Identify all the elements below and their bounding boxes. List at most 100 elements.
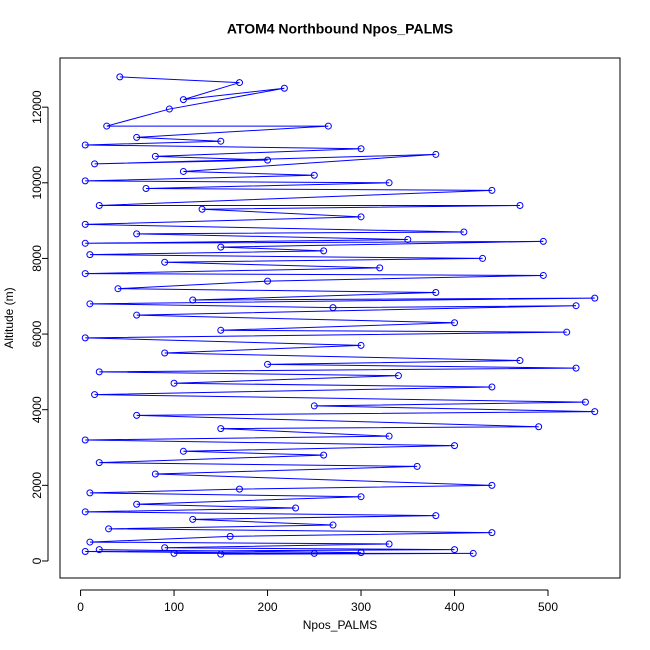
data-point xyxy=(488,529,496,537)
data-point xyxy=(563,328,571,336)
x-tick-label: 100 xyxy=(164,600,184,614)
data-point xyxy=(432,288,440,296)
data-point xyxy=(179,447,187,455)
data-point xyxy=(95,201,103,209)
data-point xyxy=(432,512,440,520)
data-point xyxy=(133,230,141,238)
data-point xyxy=(170,379,178,387)
data-point xyxy=(235,485,243,493)
data-point xyxy=(95,546,103,554)
data-point xyxy=(539,271,547,279)
data-point xyxy=(179,96,187,104)
data-point xyxy=(81,177,89,185)
data-point xyxy=(479,254,487,262)
data-point xyxy=(385,540,393,548)
data-point xyxy=(81,508,89,516)
x-tick-label: 400 xyxy=(445,600,465,614)
data-point xyxy=(385,179,393,187)
data-point xyxy=(404,236,412,244)
data-point xyxy=(91,391,99,399)
data-point xyxy=(320,451,328,459)
data-point xyxy=(217,425,225,433)
data-point xyxy=(264,156,272,164)
data-point xyxy=(572,364,580,372)
data-point xyxy=(460,228,468,236)
data-line xyxy=(85,76,595,555)
data-point xyxy=(161,258,169,266)
data-point xyxy=(591,408,599,416)
data-point xyxy=(310,171,318,179)
data-point xyxy=(329,521,337,529)
data-point xyxy=(280,84,288,92)
data-point xyxy=(451,546,459,554)
data-point xyxy=(357,549,365,557)
data-point xyxy=(114,285,122,293)
data-point xyxy=(81,270,89,278)
plot-frame xyxy=(59,57,621,579)
data-point xyxy=(516,357,524,365)
x-axis-label: Npos_PALMS xyxy=(303,618,377,632)
data-point xyxy=(329,304,337,312)
data-point xyxy=(189,515,197,523)
y-tick-label: 10000 xyxy=(30,166,44,200)
data-point xyxy=(142,184,150,192)
data-point xyxy=(488,481,496,489)
data-point xyxy=(310,402,318,410)
y-tick-label: 8000 xyxy=(30,245,44,272)
data-point xyxy=(91,160,99,168)
data-point xyxy=(217,550,225,558)
data-point xyxy=(324,122,332,130)
data-point xyxy=(264,360,272,368)
data-point xyxy=(95,459,103,467)
data-point xyxy=(516,201,524,209)
x-tick-label: 200 xyxy=(258,600,278,614)
data-point xyxy=(264,277,272,285)
x-tick-label: 0 xyxy=(77,600,84,614)
data-point xyxy=(357,341,365,349)
data-point xyxy=(116,73,124,81)
x-tick-label: 300 xyxy=(351,600,371,614)
data-point xyxy=(81,548,89,556)
data-point xyxy=(451,442,459,450)
data-point xyxy=(217,243,225,251)
data-point xyxy=(320,247,328,255)
data-point xyxy=(413,462,421,470)
data-point xyxy=(310,549,318,557)
x-tick-label: 500 xyxy=(538,600,558,614)
data-point xyxy=(103,122,111,130)
data-point xyxy=(572,302,580,310)
data-point xyxy=(488,383,496,391)
data-point xyxy=(161,544,169,552)
data-point xyxy=(179,167,187,175)
data-point xyxy=(151,470,159,478)
data-point xyxy=(95,368,103,376)
data-point xyxy=(292,504,300,512)
data-point xyxy=(170,549,178,557)
chart-title: ATOM4 Northbound Npos_PALMS xyxy=(227,21,453,37)
y-tick-label: 2000 xyxy=(30,472,44,499)
data-point xyxy=(81,239,89,247)
data-point xyxy=(151,152,159,160)
data-point xyxy=(133,500,141,508)
y-tick-label: 4000 xyxy=(30,396,44,423)
data-point xyxy=(357,213,365,221)
y-tick-label: 6000 xyxy=(30,320,44,347)
data-point xyxy=(581,398,589,406)
data-point xyxy=(226,532,234,540)
data-point xyxy=(81,141,89,149)
data-point xyxy=(357,493,365,501)
data-point xyxy=(539,237,547,245)
data-point xyxy=(469,549,477,557)
data-point xyxy=(376,264,384,272)
y-axis-label: Altitude (m) xyxy=(2,287,16,348)
data-point xyxy=(86,300,94,308)
data-point xyxy=(235,79,243,87)
data-point xyxy=(385,432,393,440)
data-point xyxy=(133,411,141,419)
data-point xyxy=(394,372,402,380)
data-point xyxy=(217,326,225,334)
data-point xyxy=(432,150,440,158)
data-point xyxy=(357,145,365,153)
